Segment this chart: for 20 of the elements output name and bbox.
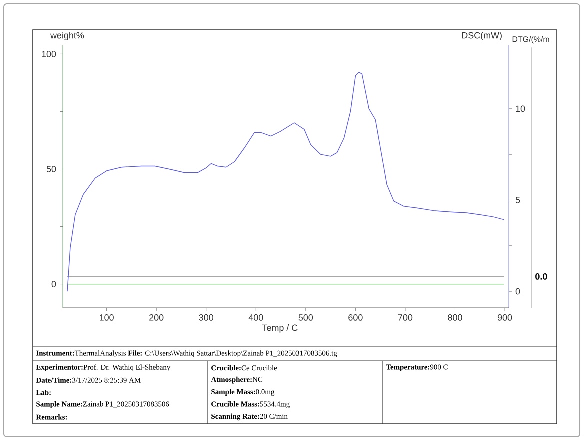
x-tick-label: 900 [498,314,512,321]
y-tick-label: 50 [46,166,56,172]
x-tick-label: 500 [298,314,314,321]
x-tick-label: 300 [199,314,214,321]
x-tick-label: 200 [150,314,164,321]
line-series [67,72,504,292]
x-tick-label: 100 [100,314,114,321]
x-axis-title: Temp / C [262,324,298,333]
y-axis-title: weight% [50,32,84,40]
y2-tick-label: 0 [516,288,520,295]
x-tick-label: 400 [248,314,264,321]
y2-axis-title: DSC(mW) [462,32,502,40]
y2-tick-label: 10 [516,106,526,112]
x-tick-label: 600 [348,314,363,321]
y-tick-label: 0 [52,281,56,288]
x-tick-label: 800 [448,314,462,321]
y2-tick-label: 5 [516,197,520,204]
annotation: 0.0 [536,274,548,280]
x-tick-label: 700 [398,314,413,321]
y-tick-label: 100 [42,51,56,58]
